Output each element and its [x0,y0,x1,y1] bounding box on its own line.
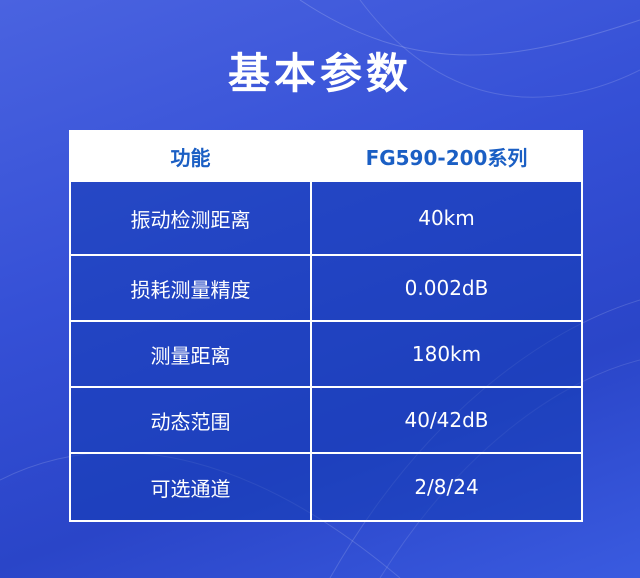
table-row: 损耗测量精度 0.002dB [69,254,583,322]
cell-value: 0.002dB [310,254,583,322]
cell-value: 40/42dB [310,386,583,454]
cell-label: 动态范围 [69,386,312,454]
cell-label: 可选通道 [69,452,312,522]
decorative-wave [359,0,640,98]
cell-label: 损耗测量精度 [69,254,312,322]
table-header-row: 功能 FG590-200系列 [69,130,583,182]
page-title: 基本参数 [227,49,412,98]
cell-label: 振动检测距离 [69,180,312,256]
header-series: FG590-200系列 [310,130,583,182]
cell-value: 2/8/24 [310,452,583,522]
decorative-wave [299,0,640,56]
cell-value: 40km [310,180,583,256]
cell-value: 180km [310,320,583,388]
cell-label: 测量距离 [69,320,312,388]
spec-table: 功能 FG590-200系列 振动检测距离 40km 损耗测量精度 0.002d… [69,130,583,522]
table-row: 动态范围 40/42dB [69,386,583,454]
table-row: 可选通道 2/8/24 [69,452,583,522]
table-row: 振动检测距离 40km [69,180,583,256]
header-function: 功能 [69,130,312,182]
table-row: 测量距离 180km [69,320,583,388]
